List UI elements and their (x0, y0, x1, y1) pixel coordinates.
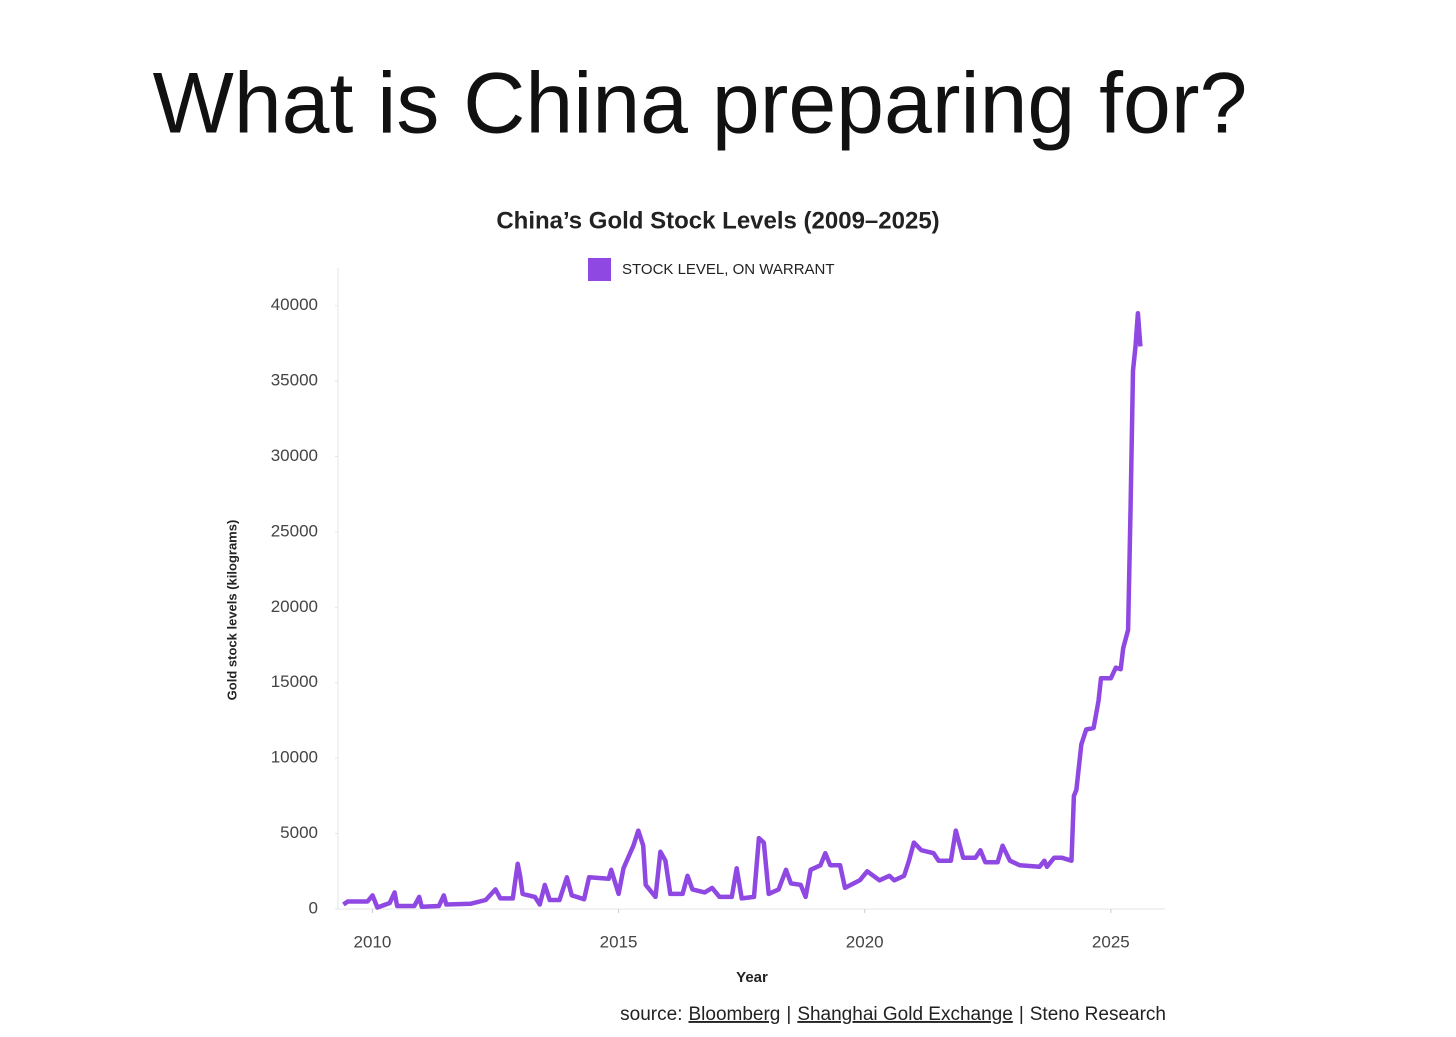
y-tick-label: 15000 (271, 672, 318, 691)
source-label: source: (620, 1004, 682, 1025)
source-separator: | (786, 1004, 791, 1025)
y-tick-label: 25000 (271, 521, 318, 540)
chart-title: China’s Gold Stock Levels (2009–2025) (496, 207, 939, 234)
y-tick-label: 0 (309, 898, 318, 917)
x-tick-label: 2015 (600, 932, 638, 951)
y-tick-label: 40000 (271, 295, 318, 314)
source-link[interactable]: Shanghai Gold Exchange (797, 1004, 1013, 1025)
page-title: What is China preparing for? (153, 56, 1248, 152)
y-tick-label: 10000 (271, 748, 318, 767)
y-tick-label: 5000 (280, 823, 318, 842)
legend-swatch (588, 258, 611, 281)
x-tick-label: 2020 (846, 932, 884, 951)
y-tick-label: 30000 (271, 446, 318, 465)
x-tick-label: 2010 (354, 932, 392, 951)
source-line: source: Bloomberg | Shanghai Gold Exchange |… (620, 1004, 1166, 1025)
x-axis-label: Year (736, 969, 768, 986)
y-tick-label: 20000 (271, 597, 318, 616)
legend-label: STOCK LEVEL, ON WARRANT (622, 261, 835, 278)
y-axis-label: Gold stock levels (kilograms) (224, 520, 239, 701)
source-separator: | (1019, 1004, 1024, 1025)
data-line (342, 310, 1143, 910)
source-link[interactable]: Bloomberg (688, 1004, 780, 1025)
source-name: Steno Research (1030, 1004, 1166, 1025)
y-tick-label: 35000 (271, 371, 318, 390)
x-tick-label: 2025 (1092, 932, 1130, 951)
